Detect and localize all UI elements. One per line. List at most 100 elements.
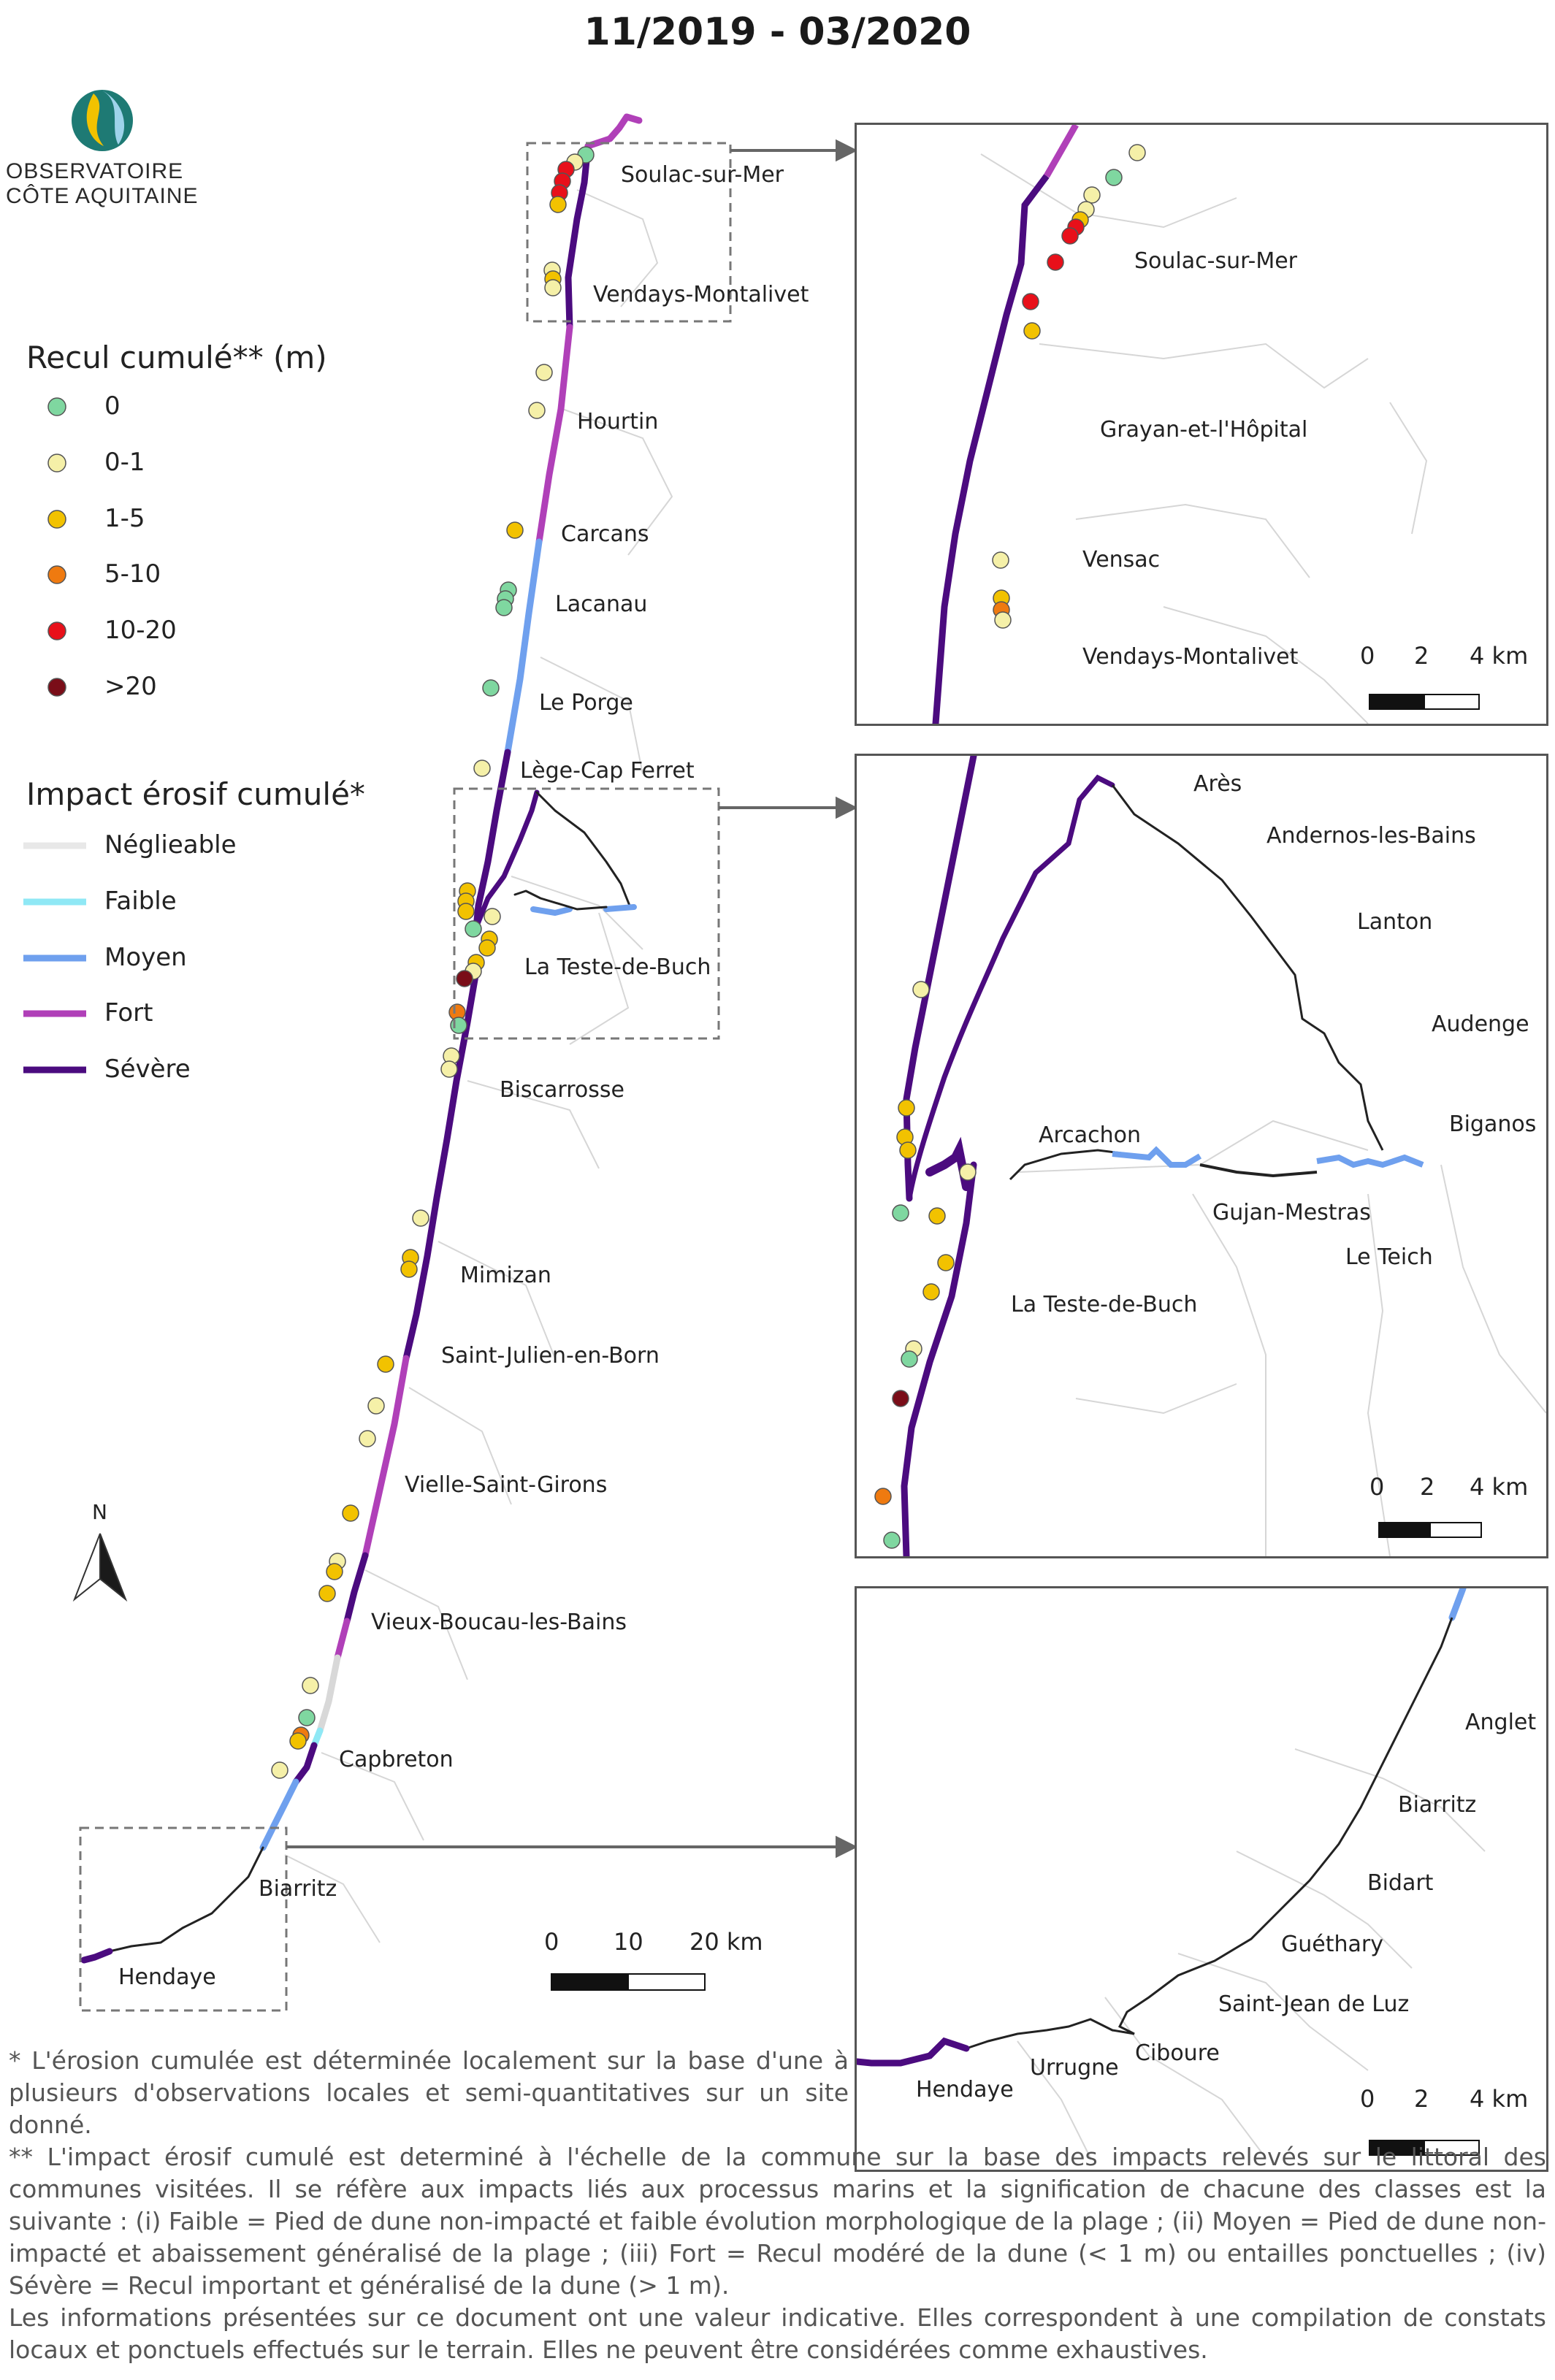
- coast-basque: [108, 1846, 264, 1953]
- scale-label: 0: [544, 1928, 559, 1956]
- zoom-boxes: [79, 142, 732, 2012]
- main-observation-points: [271, 146, 595, 1779]
- footnotes: * L'érosion cumulée est déterminée local…: [9, 2045, 1546, 2366]
- coast-severe-basin-west: [473, 789, 540, 930]
- legend-impact-item: Moyen: [104, 943, 187, 972]
- place-label: La Teste-de-Buch: [1011, 1292, 1198, 1317]
- scale-label: 2: [1420, 1473, 1435, 1501]
- place-label: Hendaye: [118, 1964, 216, 1990]
- footnote-2: ** L'impact érosif cumulé est determiné …: [9, 2143, 1546, 2300]
- scale-label: 4 km: [1470, 1473, 1529, 1501]
- place-label: Saint-Jean de Luz: [1218, 1991, 1410, 2017]
- inset-south: [853, 1585, 1548, 2172]
- coast-basin-south-line: [513, 889, 608, 911]
- place-label: La Teste-de-Buch: [524, 954, 711, 980]
- place-label: Audenge: [1432, 1011, 1529, 1037]
- place-label: Grayan-et-l'Hôpital: [1100, 417, 1308, 443]
- legend-recul-item: 5-10: [104, 559, 161, 589]
- inset-south-map: [853, 1585, 1486, 2159]
- coast-moyen-basin-south: [530, 904, 637, 916]
- place-label: Vieux-Boucau-les-Bains: [371, 1610, 627, 1635]
- inset-arrows: [286, 139, 858, 1859]
- scale-label: 10: [614, 1928, 643, 1956]
- coast-severe-landes: [402, 968, 480, 1362]
- place-label: Urrugne: [1030, 2055, 1119, 2081]
- legend-impact-item: Sévère: [104, 1055, 191, 1084]
- place-label: Gujan-Mestras: [1212, 1200, 1371, 1225]
- legend-impact-item: Fort: [104, 998, 153, 1028]
- legend-recul-title: Recul cumulé** (m): [26, 340, 327, 375]
- scale-label: 2: [1414, 2085, 1429, 2113]
- zoom-box-arcachon: [453, 787, 720, 1040]
- coast-severe-vieille: [343, 1552, 369, 1625]
- place-label: Vielle-Saint-Girons: [405, 1472, 608, 1498]
- place-label: Biscarrosse: [500, 1077, 624, 1103]
- legend-impact-symbols: [23, 842, 86, 1074]
- coast-fort-saintjulien: [362, 1355, 410, 1559]
- footnote-1: * L'érosion cumulée est déterminée local…: [9, 2046, 849, 2139]
- main-scale-bar: [551, 1973, 706, 1991]
- place-label: Vensac: [1082, 547, 1161, 573]
- place-label: Biarritz: [1398, 1792, 1477, 1818]
- legend-impact-item: Néglieable: [104, 830, 237, 860]
- place-label: Arcachon: [1039, 1122, 1141, 1148]
- coast-fort-north: [584, 113, 643, 150]
- coast-severe-north: [565, 142, 592, 331]
- place-label: Lanton: [1357, 909, 1433, 935]
- coast-severe-capferret: [473, 749, 511, 931]
- place-label: Capbreton: [339, 1747, 454, 1772]
- place-label: Bidart: [1367, 1870, 1434, 1896]
- scale-label: 0: [1360, 642, 1375, 670]
- inset-arcachon-scale-bar: [1378, 1522, 1482, 1538]
- place-label: Le Porge: [539, 690, 633, 716]
- inset-arcachon-map: [874, 752, 1547, 1560]
- legend-recul-item: 0-1: [104, 448, 145, 477]
- place-label: Lacanau: [555, 592, 648, 617]
- legend-impact-item: Faible: [104, 887, 177, 916]
- place-label: Saint-Julien-en-Born: [441, 1343, 660, 1369]
- scale-label: 4 km: [1470, 2085, 1529, 2113]
- scale-label: 0: [1369, 1473, 1385, 1501]
- legend-recul-item: 10-20: [104, 616, 177, 645]
- place-label: Andernos-les-Bains: [1266, 823, 1476, 849]
- coast-severe-hendaye: [80, 1948, 113, 1964]
- inset-north: [855, 123, 1548, 727]
- coast-moyen-anglet: [259, 1778, 299, 1851]
- place-label: Lège-Cap Ferret: [520, 758, 695, 784]
- place-label: Le Teich: [1345, 1244, 1433, 1270]
- observatoire-logo-icon: [72, 90, 133, 151]
- commune-boundaries: [284, 189, 673, 1943]
- legend-recul-item: 0: [104, 391, 121, 421]
- scale-label: 20 km: [689, 1928, 763, 1956]
- north-arrow-icon: [72, 1533, 128, 1602]
- coast-neglig-south: [316, 1654, 341, 1734]
- legend-impact-title: Impact érosif cumulé*: [26, 776, 365, 812]
- place-label: Arès: [1193, 771, 1242, 797]
- place-label: Biarritz: [259, 1876, 337, 1902]
- inset-arcachon: [855, 752, 1548, 1560]
- scale-label: 0: [1360, 2085, 1375, 2113]
- place-label: Ciboure: [1135, 2040, 1220, 2066]
- scale-label: 4 km: [1470, 642, 1529, 670]
- zoom-box-south: [79, 1826, 288, 2012]
- place-label: Biganos: [1449, 1111, 1537, 1137]
- logo-line-2: CÔTE AQUITAINE: [6, 184, 199, 208]
- place-label: Carcans: [561, 521, 649, 547]
- place-label: Vendays-Montalivet: [593, 282, 809, 307]
- footnote-3: Les informations présentées sur ce docum…: [9, 2303, 1546, 2364]
- inset-north-scale-bar: [1369, 694, 1480, 710]
- legend-recul-item: 1-5: [104, 504, 145, 533]
- coast-basin-east: [535, 791, 631, 907]
- coast-moyen-lacanau: [504, 538, 543, 756]
- place-label: Soulac-sur-Mer: [621, 162, 784, 188]
- zoom-box-north: [526, 142, 732, 323]
- legend-recul-item: >20: [104, 672, 157, 701]
- place-label: Hourtin: [577, 409, 659, 435]
- map-title: 11/2019 - 03/2020: [584, 10, 971, 54]
- place-label: Mimizan: [460, 1263, 551, 1288]
- inset-south-scale-bar: [1369, 2140, 1480, 2156]
- logo-line-1: OBSERVATOIRE: [6, 159, 184, 183]
- coast-fort-vieuxboucau: [334, 1618, 351, 1661]
- inset-north-map: [932, 123, 1480, 727]
